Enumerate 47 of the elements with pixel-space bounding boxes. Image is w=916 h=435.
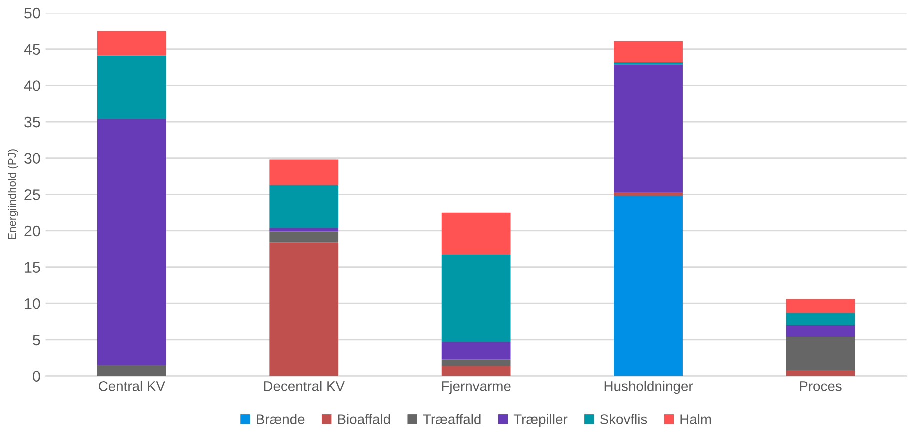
legend-label: Træaffald (423, 414, 481, 424)
bar (442, 366, 511, 376)
bar (442, 360, 511, 366)
x-tick-label: Decentral KV (264, 381, 345, 392)
bar (614, 64, 683, 192)
legend-label: Træpiller (514, 414, 568, 428)
bar (614, 41, 683, 62)
bar (97, 31, 166, 56)
y-tick-label: 40 (24, 80, 40, 92)
bar (786, 313, 856, 326)
bar (97, 365, 166, 376)
y-tick-label: 20 (24, 226, 40, 237)
bar (614, 192, 683, 196)
legend-label: Skovflis (600, 414, 648, 424)
bar (97, 119, 166, 366)
bar (270, 228, 339, 232)
x-tick-label: Central KV (99, 381, 166, 392)
bar (786, 299, 856, 314)
bar (442, 342, 511, 360)
y-tick-label: 5 (33, 334, 40, 346)
bar (786, 325, 856, 338)
y-tick-label: 45 (24, 44, 40, 56)
y-tick-label: 15 (25, 262, 40, 273)
x-tick-label: Husholdninger (604, 381, 694, 394)
y-tick-label: 0 (33, 371, 40, 382)
bar (270, 232, 339, 243)
legend-label: Bioaffald (338, 414, 390, 424)
y-tick-label: 10 (25, 298, 40, 310)
bar (614, 62, 683, 65)
y-axis-title: Energiindhold (PJ) (8, 150, 18, 240)
bar (442, 254, 511, 342)
y-tick-label: 25 (24, 190, 40, 200)
y-tick-label: 35 (24, 116, 40, 128)
bar (786, 370, 856, 376)
bar (270, 160, 339, 186)
bar (614, 196, 683, 376)
y-tick-label: 30 (24, 153, 40, 164)
x-tick-label: Fjernvarme (442, 381, 511, 394)
y-tick-label: 50 (24, 8, 40, 19)
legend-label: Halm (680, 414, 712, 424)
bar (786, 337, 856, 370)
legend-label: Brænde (257, 414, 305, 424)
bar (270, 185, 339, 228)
bar (97, 56, 166, 120)
bar (442, 212, 511, 255)
x-tick-label: Proces (800, 382, 842, 392)
bar (270, 242, 339, 376)
